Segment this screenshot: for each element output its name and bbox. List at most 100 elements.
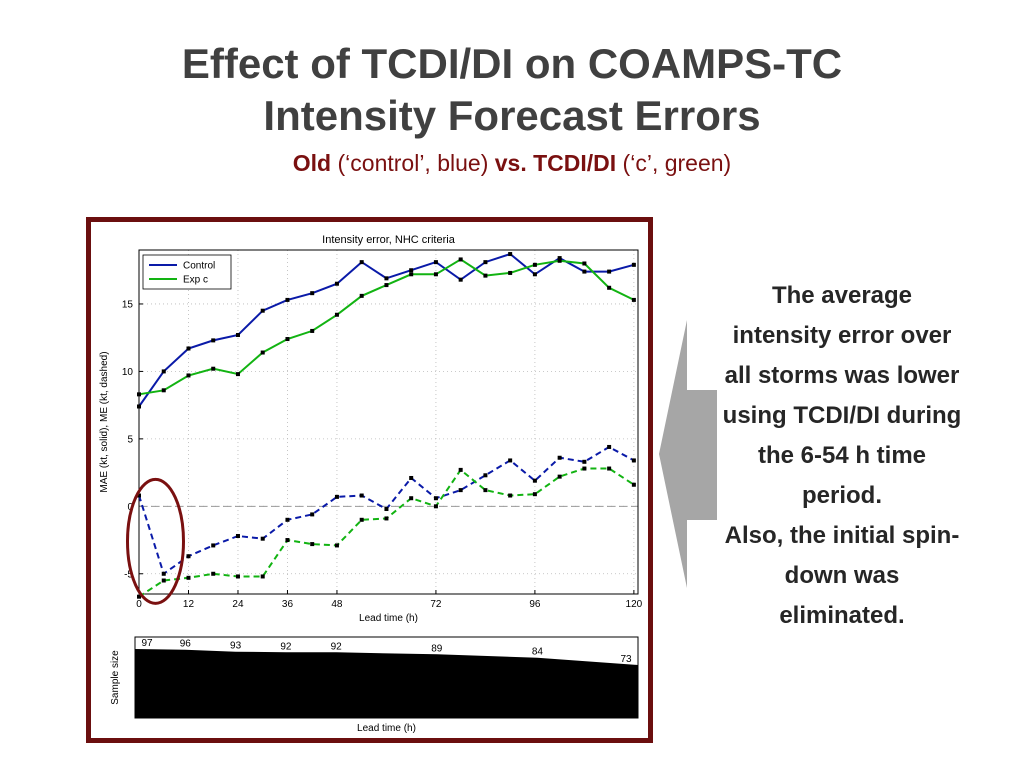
slide-subtitle: Old (‘control’, blue) vs. TCDI/DI (‘c’, … <box>0 150 1024 177</box>
figure-frame: 0 12 24 36 48 72 96 120 -5 0 5 10 15 Intensity error,… <box>86 217 653 743</box>
sample-size-label: 89 <box>431 643 443 654</box>
data-point <box>384 516 389 521</box>
sample-y-axis-label: Sample size <box>110 650 121 705</box>
data-point <box>186 554 191 559</box>
subtitle-exp-desc: (‘c’, green) <box>616 150 732 176</box>
data-point <box>161 578 166 583</box>
data-point <box>458 488 463 493</box>
data-point <box>483 273 488 278</box>
annotation-text: The average intensity error over all sto… <box>722 276 962 636</box>
data-point <box>235 372 240 377</box>
data-point <box>483 260 488 265</box>
data-point <box>582 459 587 464</box>
highlight-ellipse <box>125 477 185 605</box>
data-point <box>409 272 414 277</box>
left-arrow-icon <box>659 320 717 588</box>
data-point <box>211 338 216 343</box>
y-tick-label: 15 <box>122 299 134 310</box>
data-point <box>409 268 414 273</box>
data-point <box>607 269 612 274</box>
plot-area <box>139 250 638 594</box>
data-point <box>137 594 141 599</box>
sample-size-label: 92 <box>280 641 292 652</box>
data-point <box>334 494 339 499</box>
data-point <box>359 293 364 298</box>
data-point <box>260 350 265 355</box>
data-point <box>384 283 389 288</box>
y-axis-label: MAE (kt, solid), ME (kt, dashed) <box>99 351 110 492</box>
x-tick-label: 24 <box>232 599 244 610</box>
x-axis-label: Lead time (h) <box>359 613 418 624</box>
legend-box <box>142 254 232 290</box>
data-point <box>631 262 636 267</box>
legend-label: Exp c <box>183 275 208 286</box>
data-point <box>260 536 265 541</box>
chart-title: Intensity error, NHC criteria <box>322 234 456 246</box>
data-point <box>433 504 438 509</box>
x-tick-label: 36 <box>282 599 294 610</box>
y-tick-label: 10 <box>122 367 134 378</box>
data-point <box>607 466 612 471</box>
data-point <box>186 346 191 351</box>
data-point <box>508 252 513 257</box>
data-point <box>458 257 463 262</box>
slide-title: Effect of TCDI/DI on COAMPS-TC Intensity… <box>0 38 1024 142</box>
data-point <box>310 328 315 333</box>
data-point <box>334 281 339 286</box>
data-point <box>211 571 216 576</box>
data-point <box>161 388 166 393</box>
sample-size-label: 93 <box>230 641 242 652</box>
data-point <box>433 496 438 501</box>
annotation-paragraph-1: The average intensity error over all sto… <box>722 282 962 509</box>
data-point <box>483 488 488 493</box>
title-line-1: Effect of TCDI/DI on COAMPS-TC <box>181 40 843 87</box>
data-point <box>235 332 240 337</box>
data-point <box>384 507 389 512</box>
data-point <box>532 272 537 277</box>
data-point <box>532 492 537 497</box>
sample-size-label: 97 <box>141 638 153 649</box>
title-line-2: Intensity Forecast Errors <box>263 92 761 139</box>
data-point <box>508 458 513 463</box>
data-point <box>235 574 240 579</box>
x-tick-label: 120 <box>626 599 643 610</box>
data-point <box>557 256 562 261</box>
legend-label: Control <box>183 261 215 272</box>
data-point <box>631 458 636 463</box>
subtitle-control-desc: (‘control’, blue) <box>331 150 495 176</box>
x-tick-label: 0 <box>136 599 142 610</box>
x-tick-label: 48 <box>331 599 343 610</box>
data-point <box>334 312 339 317</box>
data-point <box>359 260 364 265</box>
data-point <box>532 262 537 267</box>
data-point <box>458 467 463 472</box>
x-tick-label: 12 <box>183 599 195 610</box>
y-tick-label: 5 <box>127 434 133 445</box>
annotation-paragraph-2: Also, the initial spin-down was eliminat… <box>724 522 960 629</box>
subtitle-tcdi: vs. TCDI/DI <box>494 150 617 176</box>
y-tick-label: -5 <box>124 569 133 580</box>
sample-size-label: 96 <box>180 639 192 650</box>
plot-border <box>138 249 639 595</box>
sample-size-area <box>135 649 638 718</box>
data-point <box>137 392 141 397</box>
y-tick-label: 0 <box>127 502 133 513</box>
chart-figure: 0 12 24 36 48 72 96 120 -5 0 5 10 15 Intensity error,… <box>99 234 643 734</box>
data-point <box>631 482 636 487</box>
data-point <box>137 404 141 409</box>
data-point <box>508 270 513 275</box>
data-point <box>161 369 166 374</box>
sample-size-label: 84 <box>532 647 544 658</box>
data-point <box>186 575 191 580</box>
data-point <box>334 543 339 548</box>
data-point <box>557 474 562 479</box>
sample-size-label: 92 <box>331 641 343 652</box>
data-point <box>359 493 364 498</box>
data-point <box>260 574 265 579</box>
data-point <box>285 538 290 543</box>
data-point <box>508 493 513 498</box>
x-tick-label: 96 <box>529 599 541 610</box>
data-point <box>384 276 389 281</box>
data-point <box>631 297 636 302</box>
data-point <box>557 258 562 263</box>
